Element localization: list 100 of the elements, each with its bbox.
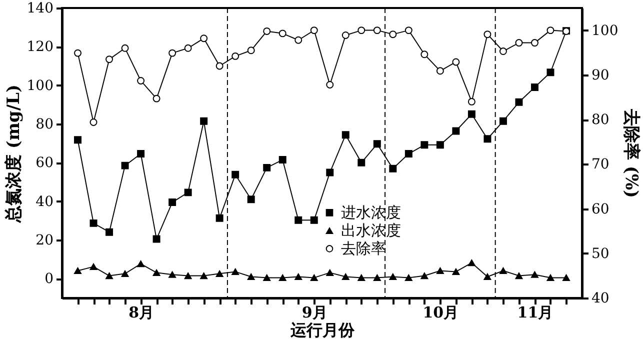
point — [373, 274, 381, 282]
point — [294, 36, 302, 44]
point — [404, 26, 412, 34]
point — [530, 271, 538, 278]
point — [90, 219, 98, 227]
point — [310, 274, 318, 282]
point — [404, 150, 412, 158]
point — [90, 263, 98, 270]
point — [232, 52, 240, 60]
y-tick-label: 140 — [26, 0, 54, 16]
point — [152, 94, 160, 102]
point — [358, 274, 366, 282]
point — [278, 156, 286, 164]
point — [247, 46, 255, 54]
point — [436, 141, 444, 149]
point — [247, 273, 255, 280]
y2-tick-label: 70 — [592, 156, 610, 173]
point — [499, 117, 507, 125]
point — [278, 30, 286, 38]
y-axis-title: 总氮浓度 (mg/L) — [4, 84, 24, 224]
point — [420, 272, 428, 280]
x-tick-label: 11月 — [517, 304, 554, 322]
point — [530, 39, 538, 47]
point — [499, 48, 507, 56]
point — [278, 274, 286, 282]
point — [247, 196, 255, 204]
point — [294, 273, 302, 280]
y-tick-label: 20 — [36, 232, 54, 248]
point — [152, 235, 160, 243]
point — [184, 44, 192, 52]
y2-tick-label: 40 — [592, 290, 610, 306]
y2-tick-label: 80 — [592, 112, 610, 128]
point — [452, 268, 460, 276]
point — [152, 269, 160, 276]
point — [452, 127, 460, 135]
point — [184, 188, 192, 196]
point — [436, 67, 444, 75]
point — [389, 273, 397, 280]
point — [137, 150, 145, 158]
point — [546, 68, 554, 76]
point — [342, 273, 350, 280]
y2-tick-label: 50 — [592, 246, 610, 262]
point — [515, 272, 523, 280]
point — [121, 162, 129, 170]
y-tick-label: 80 — [36, 116, 54, 132]
legend-label: 出水浓度 — [341, 222, 401, 240]
point — [168, 198, 176, 206]
point — [546, 274, 554, 282]
point — [515, 98, 523, 106]
point — [232, 170, 240, 178]
point — [310, 26, 318, 34]
point — [420, 50, 428, 58]
point — [121, 270, 129, 277]
y2-axis-title: 去除率 (%) — [621, 108, 642, 198]
point — [468, 98, 476, 106]
point — [263, 164, 271, 172]
point — [389, 30, 397, 38]
x-tick-label: 10月 — [422, 304, 459, 322]
point — [216, 270, 224, 277]
point — [74, 267, 82, 274]
point — [184, 272, 192, 280]
point — [216, 214, 224, 222]
legend-label: 去除率 — [341, 240, 386, 258]
point — [546, 26, 554, 34]
point — [389, 164, 397, 172]
point — [326, 269, 334, 276]
point — [499, 267, 507, 274]
point — [168, 271, 176, 278]
point — [420, 141, 428, 149]
point — [74, 49, 82, 57]
point — [310, 216, 318, 224]
y2-tick-label: 90 — [592, 67, 610, 84]
y-tick-label: 120 — [26, 39, 54, 56]
point — [90, 118, 98, 126]
point — [200, 34, 208, 42]
point — [74, 136, 82, 144]
point — [263, 274, 271, 282]
y-tick-label: 60 — [36, 155, 54, 172]
point — [168, 49, 176, 57]
point — [515, 39, 523, 47]
y2-tick-label: 60 — [592, 201, 610, 218]
point — [263, 27, 271, 35]
point — [121, 44, 129, 52]
point — [484, 30, 492, 38]
point — [468, 110, 476, 118]
point — [137, 76, 145, 84]
point — [200, 272, 208, 280]
y2-tick-label: 100 — [592, 22, 618, 39]
point — [484, 135, 492, 143]
y-tick-label: 40 — [36, 194, 54, 210]
point — [530, 84, 538, 92]
point — [200, 117, 208, 125]
point — [216, 62, 224, 70]
y-tick-label: 0 — [44, 271, 54, 288]
point — [232, 268, 240, 276]
point — [436, 267, 444, 274]
point — [452, 58, 460, 66]
point — [106, 56, 114, 64]
legend-label: 进水浓度 — [341, 204, 401, 222]
y-tick-label: 100 — [26, 78, 54, 94]
